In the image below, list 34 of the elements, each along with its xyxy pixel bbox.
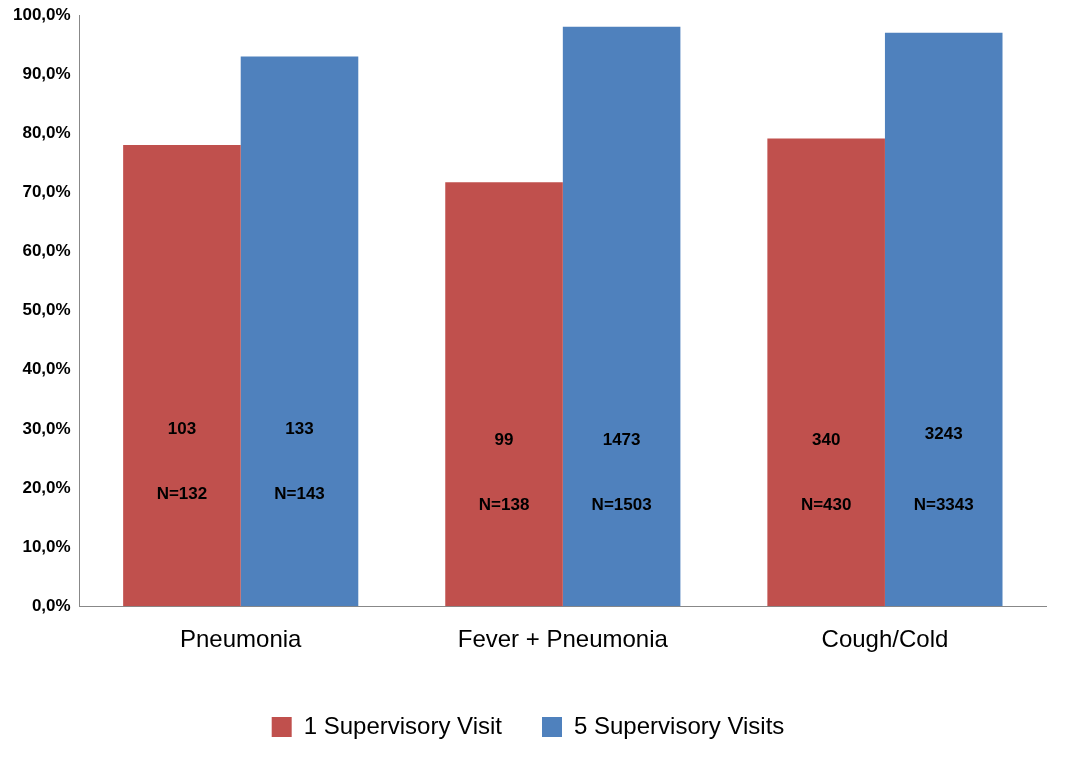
y-tick-label: 60,0% — [22, 241, 71, 261]
bar — [767, 138, 885, 607]
y-tick-label: 10,0% — [22, 536, 71, 556]
annotation: 340 — [811, 430, 841, 450]
bar — [884, 32, 1003, 607]
annotation: N=143 — [274, 483, 325, 503]
bar — [445, 182, 563, 607]
y-tick-label: 20,0% — [22, 477, 71, 497]
annotation: N=132 — [156, 483, 208, 503]
annotation: N=138 — [478, 495, 530, 515]
y-tick-label: 100,0% — [12, 4, 71, 24]
x-tick-label: Pneumonia — [180, 625, 303, 653]
annotation: 3243 — [924, 424, 963, 444]
annotation: 103 — [167, 418, 197, 438]
y-tick-label: 70,0% — [22, 182, 71, 202]
bar — [562, 26, 681, 607]
y-tick-label: 90,0% — [22, 63, 71, 83]
legend-label: 1 Supervisory Visit — [303, 711, 503, 739]
annotation: 1473 — [602, 430, 641, 450]
y-tick-label: 50,0% — [22, 300, 71, 320]
x-tick-label: Cough/Cold — [821, 625, 949, 653]
y-tick-label: 40,0% — [22, 359, 71, 379]
legend-label: 5 Supervisory Visits — [574, 711, 785, 739]
annotation: 133 — [285, 418, 314, 438]
bar — [123, 145, 241, 607]
annotation: N=3343 — [913, 495, 974, 515]
bar — [240, 56, 359, 607]
annotation: N=430 — [800, 495, 852, 515]
x-tick-label: Fever + Pneumonia — [457, 625, 669, 653]
y-tick-label: 0,0% — [31, 595, 71, 615]
y-tick-label: 30,0% — [22, 418, 71, 438]
annotation: N=1503 — [591, 495, 652, 515]
annotation: 99 — [494, 430, 514, 450]
y-tick-label: 80,0% — [22, 122, 71, 142]
